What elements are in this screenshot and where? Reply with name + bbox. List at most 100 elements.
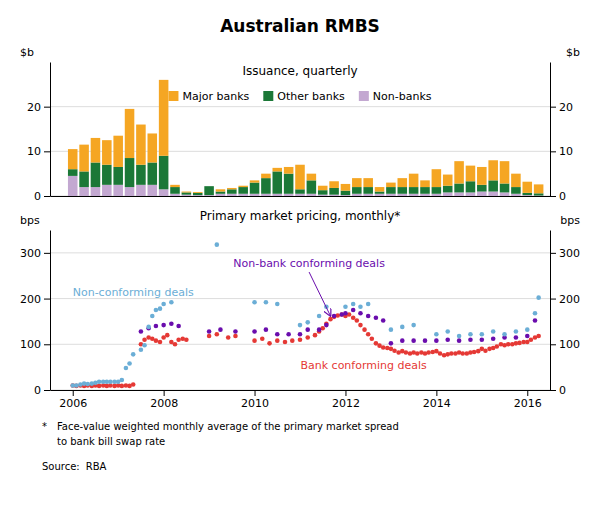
bar: [284, 194, 294, 196]
bar: [307, 194, 317, 196]
bar: [159, 189, 169, 196]
grid-line: [50, 106, 550, 107]
annotation-arrow: [309, 272, 330, 316]
point: [355, 318, 360, 323]
point: [252, 329, 257, 334]
bar: [68, 176, 78, 196]
y2-axis-tick-label: 200: [559, 293, 580, 306]
bar: [352, 194, 362, 196]
legend-swatch: [263, 91, 273, 101]
bar: [273, 171, 283, 193]
bar: [409, 174, 419, 187]
y-axis-tick-label: 10: [27, 145, 41, 158]
point: [97, 384, 102, 389]
y2-axis-tick-mark: [550, 390, 556, 391]
point: [305, 335, 310, 340]
x-axis-tick-label: 2010: [241, 397, 269, 410]
bar: [477, 185, 487, 192]
annotation: Bank conforming deals: [300, 359, 427, 372]
x-axis-tick-mark: [164, 390, 165, 396]
bar: [113, 136, 123, 167]
point: [176, 324, 181, 329]
point: [233, 329, 238, 334]
point: [176, 337, 181, 342]
point: [267, 341, 272, 346]
point: [252, 338, 257, 343]
bar: [375, 194, 385, 196]
bar: [125, 158, 135, 187]
bar: [284, 174, 294, 194]
annotation-text: Non-bank conforming deals: [233, 257, 385, 270]
grid-line: [50, 344, 550, 345]
y-axis-line: [50, 231, 51, 391]
point: [290, 338, 295, 343]
chart-svg: Australian RMBS0102001020$b$bIssuance, q…: [0, 0, 600, 515]
bar: [227, 194, 237, 196]
point: [264, 300, 269, 305]
series-label: Non-conforming deals: [73, 286, 194, 299]
bar: [148, 185, 158, 196]
bar: [500, 161, 510, 183]
point: [324, 323, 329, 328]
point: [343, 311, 348, 316]
point: [445, 337, 450, 342]
y-axis-label: $b: [20, 46, 34, 59]
point: [165, 333, 170, 338]
point: [207, 329, 212, 334]
x-axis-tick: 2016: [514, 390, 542, 410]
point: [215, 242, 220, 247]
bar: [329, 195, 339, 196]
point: [411, 338, 416, 343]
bar: [398, 187, 408, 194]
y-axis: 01020: [27, 63, 51, 204]
point: [184, 337, 189, 342]
legend-label: Non-banks: [373, 90, 432, 103]
point: [146, 325, 151, 330]
bar: [488, 180, 498, 191]
bar: [216, 192, 226, 194]
point: [215, 332, 220, 337]
x-axis-tick-label: 2016: [514, 397, 542, 410]
point: [389, 327, 394, 332]
point: [536, 334, 541, 339]
x-axis-tick-label: 2014: [423, 397, 451, 410]
x-axis: [51, 196, 551, 197]
point: [275, 338, 280, 343]
point: [260, 337, 265, 342]
point: [218, 327, 223, 332]
point: [139, 329, 144, 334]
bar: [420, 180, 430, 187]
bar: [273, 168, 283, 172]
y-axis-tick-label: 20: [27, 101, 41, 114]
bar: [170, 187, 180, 194]
point: [351, 315, 356, 320]
bar: [477, 167, 487, 185]
point: [423, 338, 428, 343]
point: [332, 315, 337, 320]
bar: [341, 191, 351, 195]
bar: [432, 187, 442, 194]
point: [139, 347, 144, 352]
y2-axis-tick-mark: [550, 344, 556, 345]
bar: [148, 133, 158, 162]
point: [343, 305, 348, 310]
y2-axis-tick-label: 300: [559, 247, 580, 260]
y2-axis-tick-mark: [550, 253, 556, 254]
panel: 2006200820102012201420160100200300010020…: [20, 209, 580, 410]
point: [150, 314, 155, 319]
y-axis-tick-label: 100: [20, 338, 41, 351]
point: [411, 323, 416, 328]
bar: [91, 187, 101, 196]
legend-swatch: [168, 91, 178, 101]
bar: [238, 187, 248, 194]
grid: [50, 107, 550, 196]
footnote-line: to bank bill swap rate: [57, 436, 165, 447]
panel-title: Primary market pricing, monthly*: [200, 209, 401, 223]
legend: Major banksOther banksNon-banks: [168, 90, 431, 103]
y2-axis-tick: 200: [550, 293, 580, 306]
y-axis-tick-mark: [44, 151, 50, 152]
point: [158, 340, 163, 345]
point: [169, 300, 174, 305]
x-axis-tick-mark: [436, 390, 437, 396]
bar: [91, 138, 101, 163]
